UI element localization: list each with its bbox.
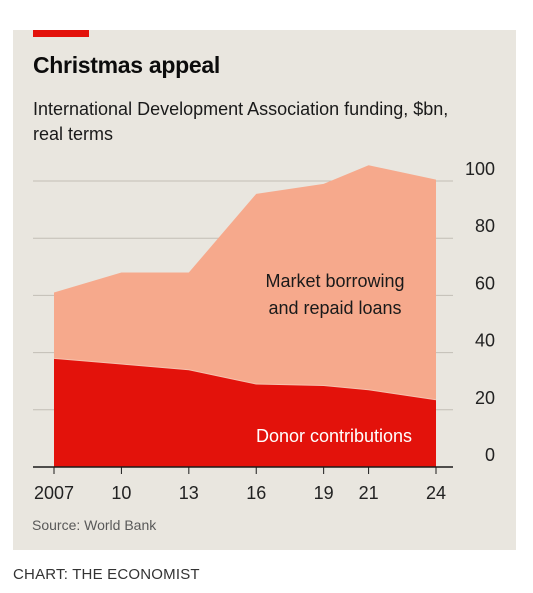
y-tick-label: 60 [475,273,495,293]
x-tick-label: 2007 [34,483,74,503]
red-tag-decoration [33,30,89,37]
chart-subtitle: International Development Association fu… [33,99,449,144]
x-tick-label: 10 [111,483,131,503]
y-axis-labels: 0 20 40 60 80 100 [465,159,495,465]
series-labels: Market borrowing and repaid loans Donor co… [256,271,412,446]
source-note: Source: World Bank [32,517,157,533]
chart-credit: CHART: THE ECONOMIST [13,566,200,583]
x-tick-label: 19 [314,483,334,503]
x-tick-label: 13 [179,483,199,503]
chart-title: Christmas appeal [33,52,220,78]
x-tick-label: 21 [359,483,379,503]
series-label-market-borrowing-line2: and repaid loans [268,298,401,318]
series-area-market-borrowing [54,165,436,400]
y-tick-label: 80 [475,216,495,236]
series-boundary-line [53,357,437,401]
x-tick-label: 24 [426,483,446,503]
x-axis: 2007 10 13 16 19 21 24 [33,466,453,503]
x-tick-label: 16 [246,483,266,503]
area-chart: 2007 10 13 16 19 21 24 0 20 40 60 80 100 Market bor… [33,159,495,503]
y-tick-label: 0 [485,445,495,465]
chart-panel: Christmas appeal International Developme… [13,30,516,550]
series-area-donor-contributions [54,358,436,467]
y-tick-label: 100 [465,159,495,179]
area-series [53,165,437,467]
series-label-donor-contributions: Donor contributions [256,426,412,446]
y-tick-label: 40 [475,331,495,351]
y-tick-label: 20 [475,388,495,408]
series-label-market-borrowing-line1: Market borrowing [265,271,404,291]
